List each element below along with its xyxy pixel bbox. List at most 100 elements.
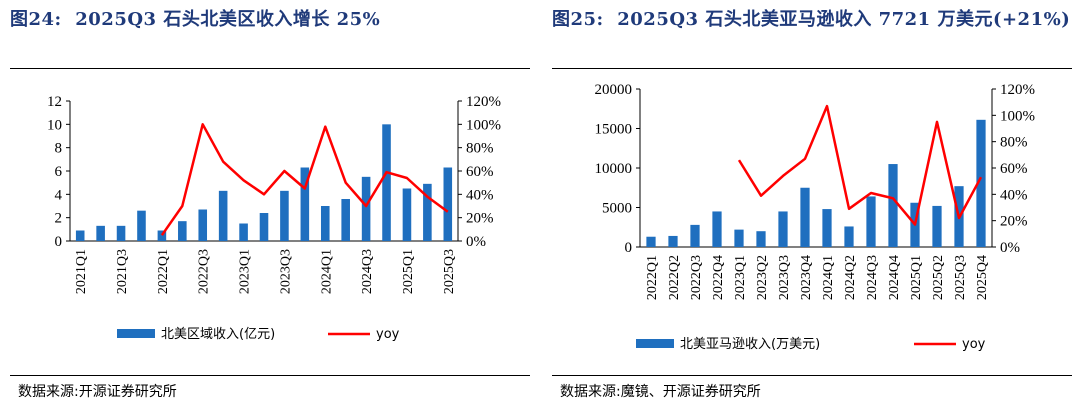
bar xyxy=(888,164,898,247)
x-tick-label: 2021Q1 xyxy=(74,249,89,294)
y-right-tick-label: 60% xyxy=(1000,161,1028,177)
bar xyxy=(822,209,832,247)
legend-bar-label: 北美区域收入(亿元) xyxy=(161,327,275,342)
bar xyxy=(96,225,105,241)
x-tick-label: 2025Q4 xyxy=(975,255,990,300)
x-tick-label: 2025Q1 xyxy=(401,249,416,294)
bar xyxy=(844,226,854,247)
bar xyxy=(778,211,788,247)
bar xyxy=(178,221,187,241)
figure-label: 图24: xyxy=(10,9,62,30)
legend-bar-swatch xyxy=(117,329,155,338)
y-right-tick-label: 60% xyxy=(466,164,494,180)
x-tick-label: 2022Q3 xyxy=(689,255,704,300)
figure-label: 图25: xyxy=(552,9,604,30)
bar xyxy=(137,210,146,241)
y-left-tick-label: 20000 xyxy=(595,82,633,98)
bar xyxy=(690,224,700,247)
bar xyxy=(712,211,722,247)
x-tick-label: 2023Q2 xyxy=(755,255,770,300)
y-left-tick-label: 8 xyxy=(55,141,63,157)
bar xyxy=(157,230,167,241)
bar xyxy=(361,176,371,241)
y-right-tick-label: 40% xyxy=(1000,187,1028,203)
x-tick-label: 2025Q1 xyxy=(909,255,924,300)
bar xyxy=(443,167,453,241)
x-tick-label: 2022Q2 xyxy=(667,255,682,300)
y-left-tick-label: 0 xyxy=(625,240,633,256)
y-right-tick-label: 80% xyxy=(1000,135,1028,151)
y-left-tick-label: 15000 xyxy=(595,122,633,138)
y-right-tick-label: 120% xyxy=(1000,82,1035,98)
y-left-tick-label: 5000 xyxy=(602,201,632,217)
figure-title-text: 2025Q3 石头北美区收入增长 25% xyxy=(75,9,381,30)
bottom-rule xyxy=(552,375,1072,376)
figure-title: 图25: 2025Q3 石头北美亚马逊收入 7721 万美元(+21%) xyxy=(552,6,1072,34)
bar xyxy=(866,196,876,247)
x-tick-label: 2023Q4 xyxy=(799,255,814,300)
x-tick-label: 2024Q1 xyxy=(821,255,836,300)
bar xyxy=(402,188,412,241)
bar xyxy=(646,236,656,247)
bar xyxy=(734,229,744,247)
legend-bar-swatch xyxy=(636,339,674,348)
top-rule xyxy=(10,68,530,69)
chart-panel-north-america-revenue: 图24: 2025Q3 石头北美区收入增长 25% 0 2 4 6 8 10 12 0% 20%… xyxy=(10,0,538,414)
x-tick-label: 2021Q3 xyxy=(115,249,130,294)
bottom-rule xyxy=(10,375,530,376)
x-tick-label: 2022Q1 xyxy=(156,249,171,294)
x-tick-label: 2024Q4 xyxy=(887,255,902,300)
y-right-tick-label: 40% xyxy=(466,187,494,203)
bar xyxy=(116,225,126,241)
bar xyxy=(198,209,208,241)
bar xyxy=(280,190,289,241)
bar xyxy=(976,119,986,247)
y-right-tick-label: 0% xyxy=(1000,240,1020,256)
legend-bar-label: 北美亚马逊收入(万美元) xyxy=(680,337,820,352)
y-right-tick-label: 0% xyxy=(466,234,486,250)
x-tick-label: 2022Q3 xyxy=(197,249,212,294)
bar xyxy=(259,213,269,241)
top-rule xyxy=(552,68,1072,69)
x-tick-label: 2024Q3 xyxy=(865,255,880,300)
y-right-tick-label: 20% xyxy=(1000,214,1028,230)
x-tick-label: 2023Q1 xyxy=(733,255,748,300)
bar xyxy=(300,167,310,241)
data-source: 数据来源:开源证券研究所 xyxy=(18,384,177,400)
x-tick-label: 2025Q3 xyxy=(442,249,457,294)
y-left-tick-label: 10000 xyxy=(595,161,633,177)
bar xyxy=(668,235,678,247)
x-tick-label: 2024Q3 xyxy=(360,249,375,294)
y-right-tick-label: 100% xyxy=(466,117,501,133)
bar xyxy=(756,231,766,247)
bar xyxy=(320,206,330,241)
y-left-tick-label: 12 xyxy=(47,94,62,110)
x-tick-label: 2023Q3 xyxy=(278,249,293,294)
bar xyxy=(218,190,228,241)
figure-title: 图24: 2025Q3 石头北美区收入增长 25% xyxy=(10,6,530,34)
bar xyxy=(800,187,810,247)
y-right-tick-label: 20% xyxy=(466,211,494,227)
legend-line-label: yoy xyxy=(962,337,986,352)
x-tick-label: 2023Q1 xyxy=(238,249,253,294)
x-tick-label: 2023Q3 xyxy=(777,255,792,300)
x-tick-label: 2022Q1 xyxy=(645,255,660,300)
chart-panel-amazon-revenue: 图25: 2025Q3 石头北美亚马逊收入 7721 万美元(+21%) 0 50… xyxy=(552,0,1080,414)
y-right-tick-label: 120% xyxy=(466,94,501,110)
y-right-tick-label: 100% xyxy=(1000,108,1035,124)
y-left-tick-label: 6 xyxy=(55,164,63,180)
y-left-tick-label: 2 xyxy=(55,211,63,227)
bar xyxy=(382,124,391,241)
figure-title-text: 2025Q3 石头北美亚马逊收入 7721 万美元(+21%) xyxy=(617,9,1071,30)
y-left-tick-label: 0 xyxy=(55,234,63,250)
bar xyxy=(932,205,942,247)
yoy-line xyxy=(737,104,983,226)
chart-svg: 0 5000 10000 15000 20000 0% 20% 40% 60% 80% 100% 12… xyxy=(595,82,1036,352)
legend-line-label: yoy xyxy=(376,327,400,342)
yoy-line xyxy=(160,123,449,236)
x-tick-label: 2022Q4 xyxy=(711,255,726,300)
bar xyxy=(341,199,350,241)
x-tick-label: 2024Q2 xyxy=(843,255,858,300)
y-left-tick-label: 4 xyxy=(55,187,63,203)
